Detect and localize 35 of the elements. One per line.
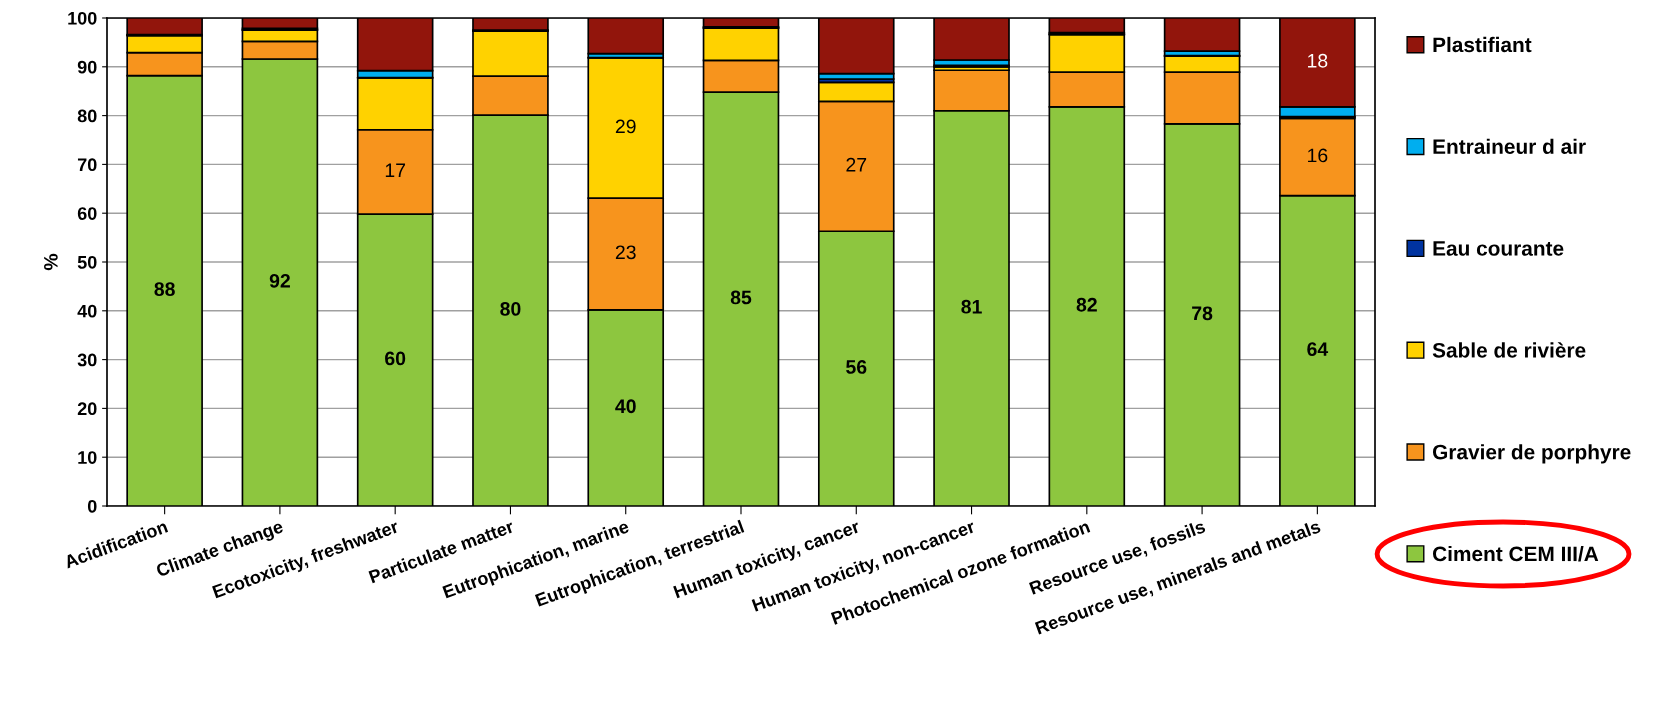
legend-label: Ciment CEM III/A <box>1432 545 1599 562</box>
y-tick-label: 0 <box>87 499 97 513</box>
y-tick-label: 20 <box>77 402 97 416</box>
data-label: 29 <box>615 119 636 134</box>
data-label: 23 <box>615 245 636 260</box>
legend-label: Plastifiant <box>1433 36 1532 53</box>
data-label: 40 <box>615 399 636 414</box>
y-tick-label: 70 <box>77 158 97 172</box>
y-tick-label: 100 <box>68 11 97 25</box>
y-tick-label: 80 <box>77 109 97 123</box>
y-tick-label: 30 <box>77 353 97 367</box>
legend-label: Entraineur d air <box>1433 138 1586 154</box>
data-label: 56 <box>846 360 867 374</box>
data-label: 78 <box>1192 306 1213 321</box>
y-axis-title: % <box>44 253 58 271</box>
data-label: 82 <box>1076 297 1097 312</box>
data-label: 81 <box>961 299 982 314</box>
legend-label: Gravier de porphyre <box>1432 444 1631 464</box>
data-label: 17 <box>385 163 406 177</box>
data-label: 18 <box>1308 53 1328 68</box>
y-tick-label: 50 <box>77 255 97 269</box>
data-label: 64 <box>1307 342 1329 357</box>
y-tick-label: 60 <box>77 207 97 220</box>
data-label: 92 <box>269 273 290 288</box>
data-label: 80 <box>500 302 521 316</box>
data-label: 16 <box>1308 148 1328 163</box>
y-tick-label: 10 <box>78 451 97 464</box>
data-label: 88 <box>154 282 175 297</box>
data-label: 27 <box>846 157 867 172</box>
y-tick-label: 90 <box>77 60 97 74</box>
data-label: 85 <box>730 290 752 305</box>
legend-label: Eau courante <box>1433 241 1564 256</box>
legend-label: Sable de rivière <box>1432 342 1586 358</box>
data-label: 60 <box>385 351 406 366</box>
y-tick-label: 40 <box>77 304 97 318</box>
